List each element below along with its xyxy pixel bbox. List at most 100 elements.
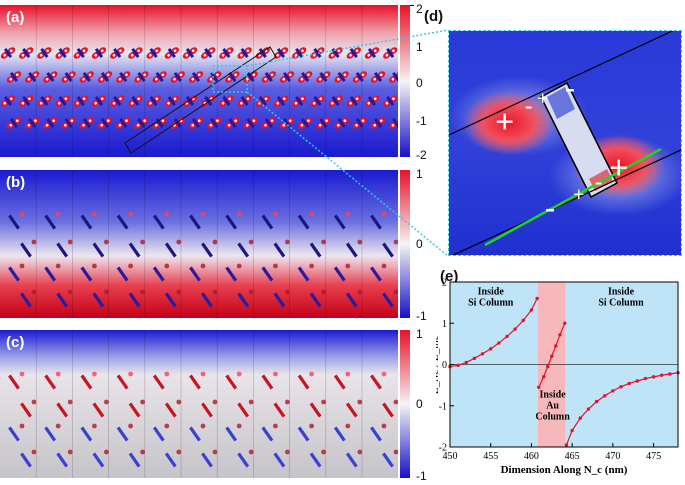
dipole-pair	[237, 95, 252, 107]
rod	[116, 426, 129, 442]
dipole-core	[361, 73, 365, 77]
rod-hotspot	[55, 423, 61, 429]
dipole-rod	[246, 72, 255, 82]
dipole-core	[325, 73, 328, 77]
dipole-pair	[19, 95, 34, 107]
chart-e-point	[472, 356, 477, 361]
rod	[225, 374, 238, 390]
dipole-pair	[91, 47, 107, 59]
rod	[128, 242, 141, 258]
dipole-rod	[46, 72, 55, 82]
panel-e-chart: 450 455 460 465 470 475 210-1-2 Inside Si Colu…	[436, 278, 680, 476]
dipole-core	[3, 53, 7, 57]
dipole-pair	[6, 117, 22, 129]
dipole-rod	[100, 72, 110, 82]
dipole-core	[246, 49, 250, 53]
panel-d-minus-bottom-right: -	[595, 169, 602, 194]
panel-a-field-map: (a)	[0, 5, 398, 157]
dipole-core	[361, 119, 365, 123]
rod	[309, 292, 322, 308]
rod-hotspot	[164, 211, 170, 217]
chart-e-region-label-line: Column	[535, 412, 570, 423]
dipole-core	[355, 123, 358, 127]
rod-hotspot	[381, 263, 387, 269]
dipole-core	[270, 73, 274, 77]
dipole-rod	[349, 48, 358, 58]
dipole-rod	[337, 72, 346, 82]
rod-hotspot	[164, 423, 170, 429]
chart-e-x-tick-label: 450	[443, 451, 458, 462]
dipole-rod	[210, 72, 219, 82]
panel-b-cell-grid	[35, 170, 363, 318]
dipole-core	[82, 77, 85, 81]
dipole-core	[9, 49, 13, 53]
panel-d-column-boundary-upper	[449, 31, 674, 136]
dipole-core	[9, 97, 13, 101]
chart-e-point	[643, 376, 648, 381]
rod-hotspot	[176, 399, 182, 405]
rod-hotspot	[104, 239, 109, 245]
panel-b-cbar-tick-0: 0	[416, 237, 423, 251]
chart-e-point	[480, 352, 485, 356]
rod-hotspot	[67, 239, 73, 245]
dipole-core	[385, 101, 389, 105]
chart-e-x-tick-label: 475	[646, 451, 661, 462]
rod	[261, 214, 274, 230]
panel-a-cbar-tick-1: 1	[416, 40, 423, 54]
rod-hotspot	[345, 423, 351, 429]
panel-c-cbar-tick-0: 0	[416, 397, 423, 411]
chart-e-point	[619, 385, 623, 389]
dipole-rod	[40, 48, 49, 58]
rod	[273, 242, 286, 258]
rod-hotspot	[236, 371, 242, 377]
rod-hotspot	[236, 263, 242, 269]
dipole-rod	[313, 48, 322, 58]
dipole-core	[137, 97, 140, 101]
dipole-rod	[9, 72, 19, 82]
zoom-connector-top	[246, 29, 449, 67]
rod	[8, 426, 20, 442]
dipole-core	[173, 49, 177, 53]
rod-hotspot	[55, 263, 61, 269]
dipole-pair	[170, 71, 185, 83]
dipole-core	[312, 101, 316, 105]
dipole-core	[294, 101, 298, 105]
chart-e-point	[586, 407, 591, 411]
dipole-pair	[383, 47, 398, 59]
dipole-core	[264, 77, 267, 81]
dipole-pair	[134, 71, 149, 83]
dipole-core	[130, 101, 134, 105]
rod	[44, 214, 57, 230]
panel-b-cbar-tick-1: 1	[416, 167, 423, 181]
dipole-pair	[316, 117, 331, 129]
dipole-core	[88, 119, 92, 123]
panel-a-unit-cell-outline	[124, 46, 277, 154]
dipole-core	[355, 97, 359, 101]
rod-hotspot	[212, 239, 218, 245]
dipole-core	[191, 77, 195, 81]
dipole-rod	[276, 96, 286, 106]
dipole-pair	[97, 117, 113, 129]
rod-hotspot	[128, 371, 134, 377]
dipole-core	[94, 53, 98, 57]
dipole-rod	[258, 96, 267, 106]
chart-e-point	[635, 379, 639, 383]
chart-e-point	[594, 399, 599, 404]
dipole-pair	[110, 95, 125, 107]
rod	[56, 452, 69, 468]
dipole-core	[9, 77, 13, 81]
rod	[56, 402, 69, 418]
chart-e-y-axis-label: E_Nc / E_inc	[436, 335, 441, 395]
dipole-pair	[97, 71, 113, 83]
rod-hotspot	[357, 289, 363, 295]
panel-d-zoom-map: + + + + - - - -	[448, 30, 682, 256]
dipole-core	[282, 49, 286, 53]
chart-e-x-tick-label: 460	[524, 451, 539, 462]
rod-hotspot	[273, 263, 278, 269]
dipole-rod	[131, 96, 140, 106]
chart-e-point	[464, 360, 468, 365]
dipole-core	[379, 73, 383, 77]
dipole-rod	[204, 48, 213, 58]
dipole-core	[45, 123, 49, 127]
dipole-core	[149, 101, 152, 105]
